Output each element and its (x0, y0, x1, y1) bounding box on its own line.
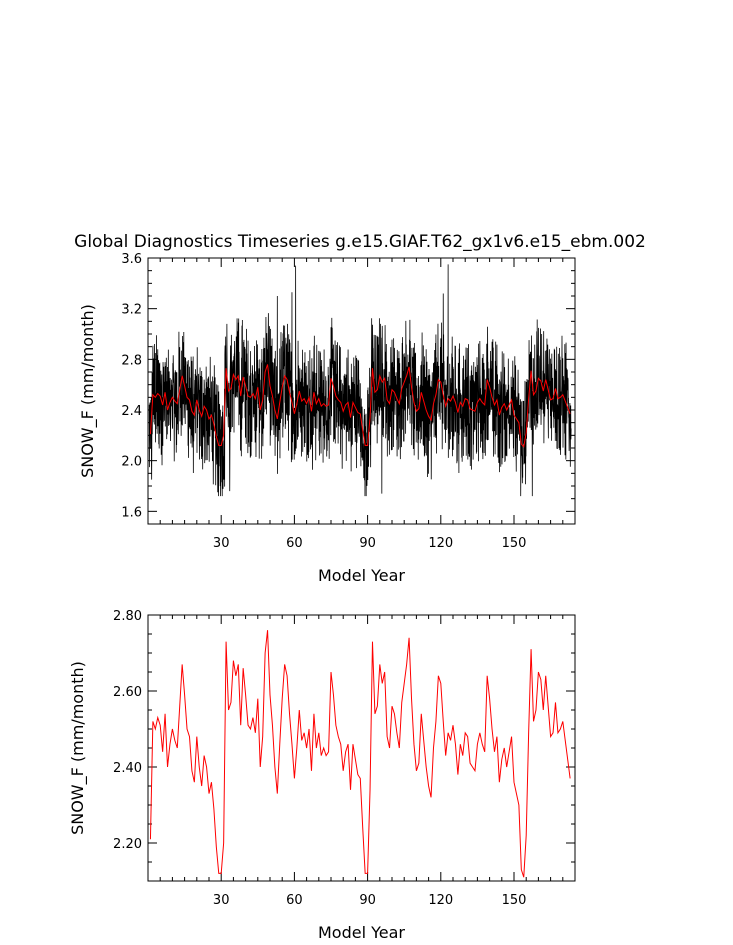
plot-frame (147, 614, 576, 882)
y-tick-label: 2.4 (121, 404, 142, 419)
x-tick-label: 60 (286, 536, 303, 551)
plot-area (148, 264, 572, 497)
chart-title: Global Diagnostics Timeseries g.e15.GIAF… (74, 232, 646, 252)
y-tick-label: 2.80 (113, 609, 142, 624)
y-tick-label: 2.8 (121, 353, 142, 368)
x-tick-label: 60 (286, 893, 303, 908)
x-tick-label: 150 (502, 893, 527, 908)
y-axis-label: SNOW_F (mm/month) (78, 304, 98, 478)
y-tick-label: 2.0 (121, 455, 142, 470)
plot-area (149, 630, 571, 878)
y-tick-label: 2.60 (113, 685, 142, 700)
y-axis-label: SNOW_F (mm/month) (68, 661, 88, 835)
x-tick-label: 30 (213, 893, 230, 908)
x-tick-label: 120 (428, 893, 453, 908)
y-tick-label: 2.20 (113, 837, 142, 852)
plot-frame (147, 257, 576, 525)
y-tick-label: 3.6 (121, 252, 142, 267)
x-tick-label: 150 (502, 536, 527, 551)
x-tick-label: 30 (213, 536, 230, 551)
y-tick-label: 3.2 (121, 303, 142, 318)
y-tick-label: 2.40 (113, 761, 142, 776)
panel-top: 30 60 90 120 150 1.6 2.0 2.4 2.8 3.2 3.6 Model Year… (78, 252, 576, 585)
y-tick-label: 1.6 (121, 505, 142, 520)
x-tick-label: 90 (359, 536, 376, 551)
x-axis-label: Model Year (318, 923, 405, 942)
series-line-annual (149, 630, 571, 878)
x-tick-label: 90 (359, 893, 376, 908)
panel-bottom: 30 60 90 120 150 2.20 2.40 2.60 2.80 Model Year SN… (68, 609, 576, 942)
series-line-monthly (148, 264, 572, 497)
series-line-annual (149, 364, 571, 448)
x-axis-label: Model Year (318, 566, 405, 585)
x-tick-label: 120 (428, 536, 453, 551)
